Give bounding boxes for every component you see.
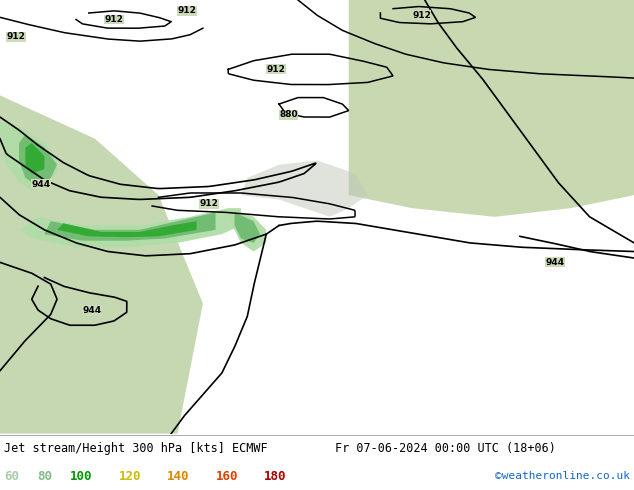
Polygon shape xyxy=(19,208,241,247)
Polygon shape xyxy=(235,213,260,243)
Polygon shape xyxy=(25,143,44,173)
Text: Fr 07-06-2024 00:00 UTC (18+06): Fr 07-06-2024 00:00 UTC (18+06) xyxy=(335,442,556,455)
Text: 912: 912 xyxy=(105,15,124,24)
Polygon shape xyxy=(241,160,368,217)
Polygon shape xyxy=(19,134,57,187)
Polygon shape xyxy=(44,213,216,241)
Polygon shape xyxy=(57,221,197,237)
Text: 140: 140 xyxy=(167,469,190,483)
Text: 880: 880 xyxy=(279,110,298,120)
Polygon shape xyxy=(0,122,57,191)
Text: 100: 100 xyxy=(70,469,93,483)
Text: Jet stream/Height 300 hPa [kts] ECMWF: Jet stream/Height 300 hPa [kts] ECMWF xyxy=(4,442,268,455)
Text: 912: 912 xyxy=(200,199,219,208)
Polygon shape xyxy=(228,208,266,251)
Text: 912: 912 xyxy=(412,11,431,20)
Text: 912: 912 xyxy=(178,6,197,15)
Text: 60: 60 xyxy=(4,469,19,483)
Text: 180: 180 xyxy=(264,469,287,483)
Text: 944: 944 xyxy=(545,258,564,267)
Text: 120: 120 xyxy=(119,469,141,483)
Text: 944: 944 xyxy=(82,306,101,315)
Text: 912: 912 xyxy=(6,32,25,41)
Polygon shape xyxy=(0,96,203,434)
Text: 80: 80 xyxy=(37,469,52,483)
Text: 944: 944 xyxy=(32,180,51,189)
Text: 160: 160 xyxy=(216,469,238,483)
Polygon shape xyxy=(349,0,634,217)
Text: ©weatheronline.co.uk: ©weatheronline.co.uk xyxy=(495,471,630,481)
Text: 912: 912 xyxy=(266,65,285,74)
